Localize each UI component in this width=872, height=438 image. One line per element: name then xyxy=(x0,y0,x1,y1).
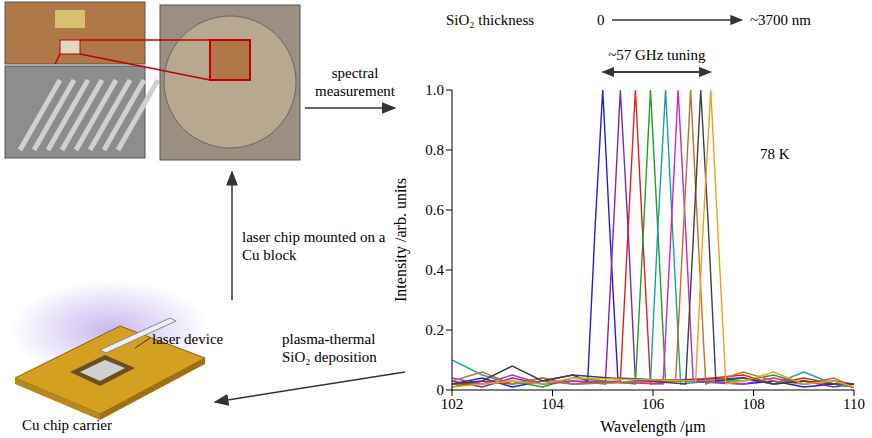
svg-text:104: 104 xyxy=(541,396,564,412)
svg-text:110: 110 xyxy=(843,396,865,412)
html-text:~57 GHz tuning: ~57 GHz tuning xyxy=(608,47,706,63)
svg-text:102: 102 xyxy=(441,396,464,412)
html-text:laser device: laser device xyxy=(152,331,224,347)
html-text:SiO₂ thickness: SiO₂ thickness xyxy=(446,12,535,28)
svg-text:Wavelength /μm: Wavelength /μm xyxy=(600,418,706,436)
html-text:0: 0 xyxy=(597,12,605,28)
svg-text:0.2: 0.2 xyxy=(425,322,444,338)
html-text:laser chip mounted on a Cu blo: laser chip mounted on a Cu block xyxy=(242,229,386,263)
svg-text:108: 108 xyxy=(742,396,765,412)
svg-text:Intensity /arb. units: Intensity /arb. units xyxy=(392,178,410,302)
svg-text:0.8: 0.8 xyxy=(425,142,444,158)
html-text:Cu chip carrier: Cu chip carrier xyxy=(22,417,112,433)
html-text:78 K: 78 K xyxy=(760,146,790,162)
html-text:~3700 nm: ~3700 nm xyxy=(750,12,811,28)
svg-text:1.0: 1.0 xyxy=(425,82,444,98)
svg-text:0.4: 0.4 xyxy=(425,262,444,278)
svg-text:106: 106 xyxy=(642,396,665,412)
svg-text:0.6: 0.6 xyxy=(425,202,444,218)
html-text:spectral measurement: spectral measurement xyxy=(315,65,395,99)
html-text:plasma-thermal SiO₂ deposition: plasma-thermal SiO₂ deposition xyxy=(282,331,377,365)
svg-text:0: 0 xyxy=(437,382,445,398)
